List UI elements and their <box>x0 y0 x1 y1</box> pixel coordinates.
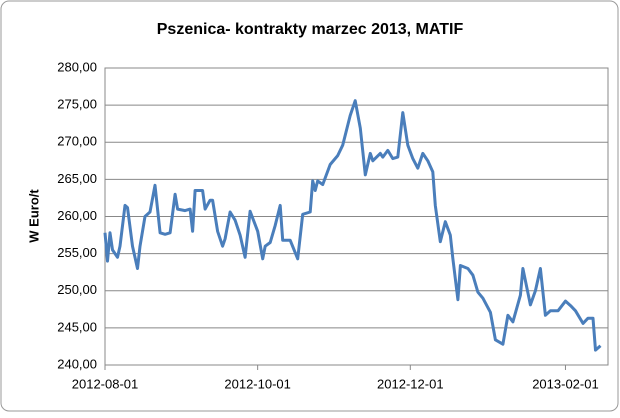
x-tick-label: 2013-02-01 <box>532 376 599 391</box>
line-series <box>103 99 602 352</box>
chart-title: Pszenica- kontrakty marzec 2013, MATIF <box>157 21 464 38</box>
x-tick-label: 2012-12-01 <box>377 376 444 391</box>
y-tick-label: 240,00 <box>57 356 97 371</box>
x-tick-label: 2012-08-01 <box>72 376 139 391</box>
y-axis-label: W Euro/t <box>26 189 41 243</box>
x-tick-label: 2012-10-01 <box>224 376 291 391</box>
y-tick-label: 275,00 <box>57 97 97 112</box>
y-tick-label: 265,00 <box>57 171 97 186</box>
y-tick-label: 260,00 <box>57 208 97 223</box>
y-tick-label: 255,00 <box>57 245 97 260</box>
y-tick-label: 250,00 <box>57 282 97 297</box>
plot-border <box>104 67 609 366</box>
y-tick-label: 245,00 <box>57 319 97 334</box>
y-tick-label: 280,00 <box>57 59 97 74</box>
y-tick-label: 270,00 <box>57 134 97 149</box>
